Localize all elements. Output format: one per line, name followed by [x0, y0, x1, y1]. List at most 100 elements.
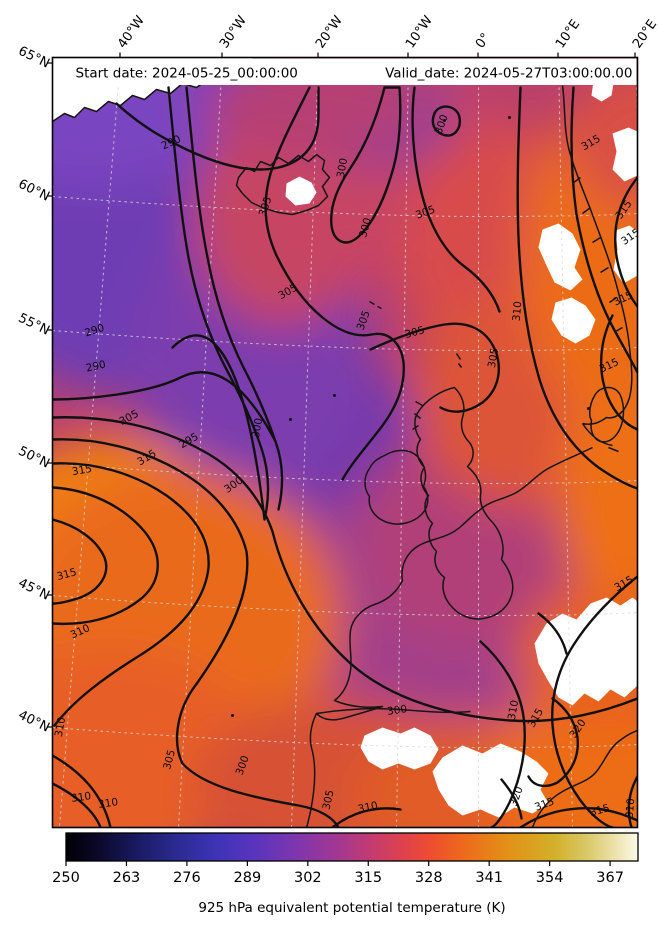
- longitude-label: 10°W: [403, 13, 436, 51]
- colorbar-tick-label: 328: [415, 870, 443, 886]
- colorbar-ticks: 250 263 276 289 302 315 328 341 354 367: [52, 861, 624, 886]
- contour-level-label: 310: [506, 699, 521, 721]
- contour-line: [52, 462, 210, 727]
- denmark-coast: [588, 386, 625, 453]
- colorbar-tick-label: 263: [113, 870, 141, 886]
- colorbar-tick-label: 341: [475, 870, 503, 886]
- contour-line: [52, 486, 159, 626]
- contour-level-label: 305: [486, 347, 501, 369]
- longitude-label: 30°W: [217, 13, 250, 51]
- norway-mountain-mask: [612, 127, 638, 182]
- iberia-north-coast: [316, 707, 471, 715]
- contour-level-label: 300: [335, 157, 350, 179]
- norway-mountain-mask: [551, 297, 596, 344]
- contour-line: [479, 640, 526, 828]
- colorbar-tick-label: 250: [52, 870, 80, 886]
- contour-level-label: 310: [97, 796, 119, 811]
- contour-line: [330, 86, 402, 244]
- contour-line: [527, 697, 579, 788]
- contour-dot: [443, 119, 446, 122]
- ireland-coast: [364, 449, 429, 525]
- graticule: [52, 57, 638, 828]
- contour-level-label: 290: [85, 359, 107, 375]
- contour-level-label: 300: [357, 216, 374, 238]
- longitude-label: 10°E: [553, 17, 583, 51]
- contour-line: [519, 806, 638, 828]
- colorbar-tick-label: 354: [536, 870, 564, 886]
- contour-line: [431, 105, 461, 137]
- contour-level-label: 315: [71, 463, 93, 478]
- contour-level-label: 300: [386, 703, 408, 718]
- hebrides-coast: [412, 400, 423, 431]
- contour-level-label: 305: [403, 324, 425, 341]
- contour-line: [52, 86, 284, 511]
- contour-level-label: 300: [250, 417, 265, 439]
- contour-line: [52, 416, 638, 723]
- latitude-label: 45°N: [16, 576, 52, 604]
- colorbar-tick-label: 289: [234, 870, 262, 886]
- contour-line: [570, 86, 638, 374]
- latitude-label: 60°N: [16, 177, 52, 205]
- contour-line: [52, 438, 340, 828]
- contour-line: [516, 86, 638, 490]
- contour-lines: [52, 86, 638, 828]
- mediterranean-coast: [531, 729, 638, 828]
- alps-mask: [534, 597, 638, 706]
- contour-line: [52, 518, 108, 605]
- colorbar-tick-label: 276: [173, 870, 201, 886]
- pyrenees-mask: [432, 743, 549, 818]
- colorbar-gradient: [66, 833, 638, 861]
- colorbar-tick-label: 367: [596, 870, 624, 886]
- contour-level-label: 315: [55, 566, 77, 583]
- colorbar: 250 263 276 289 302 315 328 341 354 367: [52, 832, 639, 886]
- contour-level-label: 290: [83, 322, 106, 340]
- contour-line: [369, 322, 501, 413]
- contour-dot: [289, 418, 292, 421]
- map-frame: [51, 56, 639, 829]
- latitude-axis: 65°N 60°N 55°N 50°N 45°N 40°N: [16, 44, 53, 736]
- colorbar-tick-label: 315: [354, 870, 382, 886]
- contour-line: [52, 754, 112, 828]
- longitude-label: 20°E: [630, 17, 659, 51]
- contour-line: [614, 176, 638, 308]
- faroe-islands-coast: [369, 300, 382, 310]
- contour-level-label: 310: [624, 798, 638, 819]
- contour-line: [627, 775, 638, 828]
- colorbar-caption: 925 hPa equivalent potential temperature…: [198, 900, 505, 916]
- contour-line: [537, 612, 568, 655]
- shetland-coast: [455, 353, 463, 368]
- colorbar-frame: [65, 832, 639, 862]
- contour-line: [52, 782, 102, 828]
- map-panel: 2903003053003053003153153153153103053052…: [51, 56, 639, 829]
- longitude-label: 20°W: [313, 13, 346, 51]
- longitude-label: 0°: [473, 31, 494, 52]
- continental-coast: [305, 446, 593, 828]
- iceland-glacier-mask: [285, 176, 317, 206]
- contour-line: [411, 86, 501, 313]
- longitude-axis: 40°W 30°W 20°W 10°W 0° 10°E 20°E: [115, 13, 659, 58]
- contour-level-label: 305: [161, 748, 178, 770]
- contour-line: [331, 807, 402, 828]
- contour-level-label: 305: [321, 789, 337, 811]
- contour-line: [264, 86, 405, 481]
- norway-fjords: [572, 176, 623, 333]
- contour-level-label: 310: [357, 800, 379, 816]
- title-band: [53, 58, 637, 85]
- contour-level-label: 310: [53, 716, 68, 738]
- contour-line: [167, 86, 270, 521]
- contour-line: [599, 314, 638, 431]
- valid-date-label: Valid_date: 2024-05-27T03:00:00.00: [385, 66, 632, 82]
- latitude-label: 40°N: [16, 708, 52, 736]
- latitude-label: 50°N: [16, 444, 52, 472]
- contour-level-label: 315: [588, 802, 610, 819]
- norway-mountain-mask: [538, 223, 583, 291]
- iceland-coast: [235, 153, 331, 216]
- latitude-label: 65°N: [16, 44, 52, 72]
- contour-level-label: 310: [511, 301, 525, 322]
- latitude-label: 55°N: [16, 311, 52, 339]
- contour-level-label: 310: [70, 790, 92, 805]
- start-date-label: Start date: 2024-05-25_00:00:00: [76, 66, 298, 82]
- longitude-label: 40°W: [115, 13, 148, 51]
